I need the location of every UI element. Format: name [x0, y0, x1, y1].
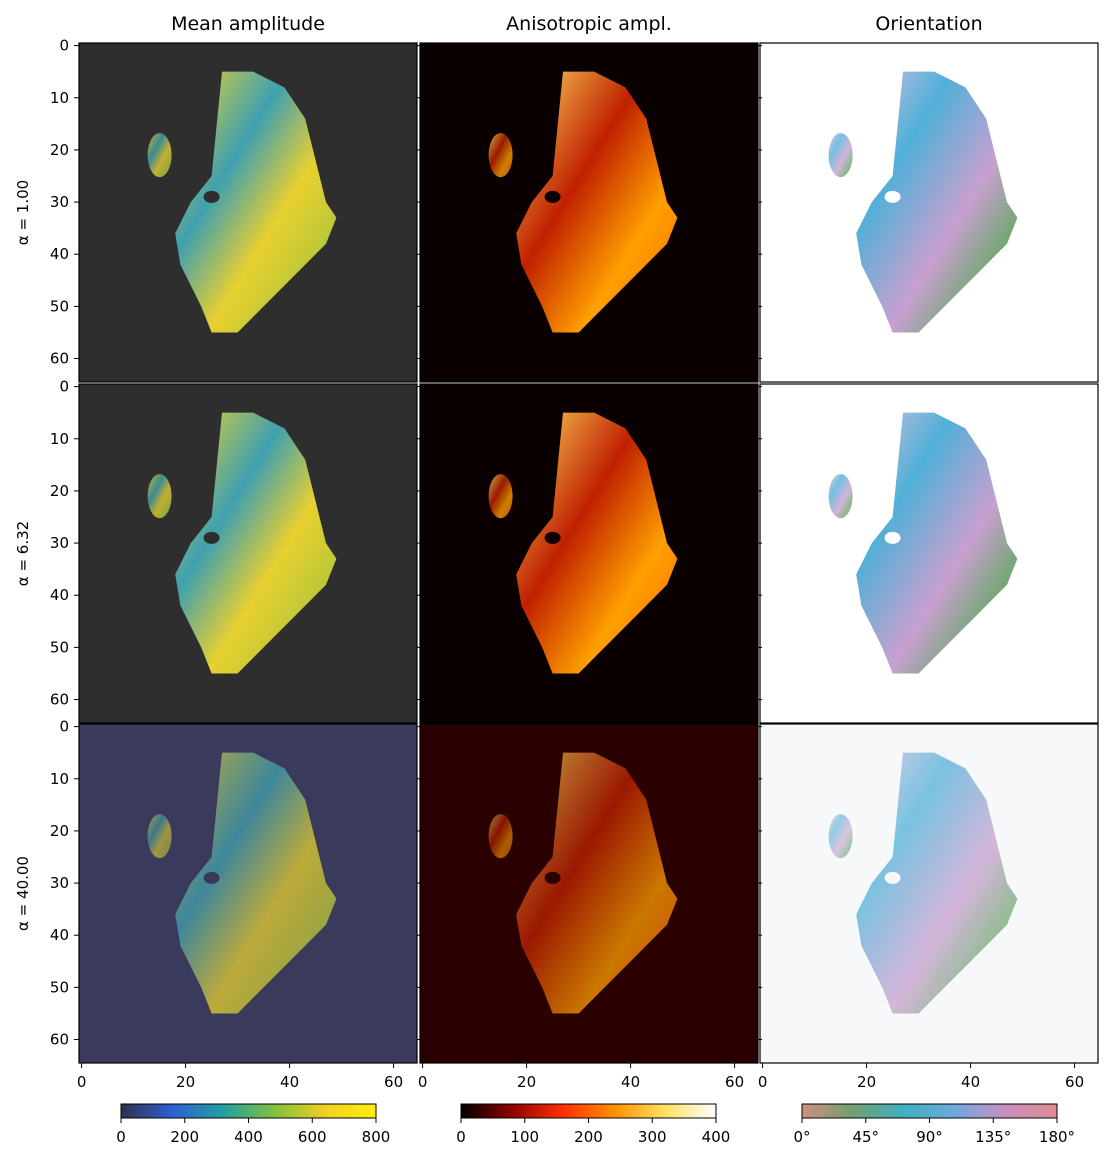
x-tick-label: 0: [77, 1073, 87, 1091]
colorbar-tick-label: 90°: [916, 1128, 943, 1146]
image-spot: [885, 532, 901, 544]
column-title: Anisotropic ampl.: [506, 13, 672, 35]
image-region: [489, 814, 513, 858]
image-spot: [204, 872, 220, 884]
image-spot: [885, 872, 901, 884]
colorbar: [461, 1104, 716, 1118]
y-tick-label: 10: [50, 89, 69, 107]
colorbar-tick-label: 45°: [852, 1128, 879, 1146]
colorbar-tick-label: 400: [234, 1128, 263, 1146]
row-label: α = 1.00: [14, 180, 32, 245]
row-label: α = 40.00: [14, 856, 32, 931]
x-tick-label: 60: [384, 1073, 403, 1091]
image-region: [148, 474, 172, 518]
colorbar-tick-label: 0: [116, 1128, 126, 1146]
x-tick-label: 20: [517, 1073, 536, 1091]
colorbar-tick-label: 400: [702, 1128, 731, 1146]
colorbar-tick-label: 200: [170, 1128, 199, 1146]
y-tick-label: 10: [50, 770, 69, 788]
y-tick-label: 20: [50, 141, 69, 159]
x-tick-label: 40: [280, 1073, 299, 1091]
y-tick-label: 20: [50, 482, 69, 500]
colorbar-tick-label: 0°: [793, 1128, 810, 1146]
y-tick-label: 50: [50, 297, 69, 315]
image-spot: [204, 532, 220, 544]
y-tick-label: 0: [59, 37, 69, 55]
row-label: α = 6.32: [14, 521, 32, 586]
x-tick-label: 20: [176, 1073, 195, 1091]
image-spot: [545, 191, 561, 203]
x-tick-label: 40: [621, 1073, 640, 1091]
image-region: [489, 474, 513, 518]
x-tick-label: 0: [418, 1073, 428, 1091]
image-region: [829, 474, 853, 518]
image-spot: [204, 191, 220, 203]
y-tick-label: 20: [50, 822, 69, 840]
colorbar: [121, 1104, 376, 1118]
image-spot: [545, 872, 561, 884]
x-tick-label: 0: [758, 1073, 768, 1091]
colorbar-tick-label: 180°: [1039, 1128, 1075, 1146]
colorbar-tick-label: 100: [510, 1128, 539, 1146]
image-region: [829, 133, 853, 177]
colorbar-tick-label: 0: [456, 1128, 466, 1146]
y-tick-label: 40: [50, 586, 69, 604]
colorbar-tick-label: 135°: [975, 1128, 1011, 1146]
y-tick-label: 10: [50, 430, 69, 448]
x-tick-label: 40: [961, 1073, 980, 1091]
y-tick-label: 50: [50, 638, 69, 656]
colorbar-tick-label: 200: [574, 1128, 603, 1146]
colorbar-tick-label: 800: [362, 1128, 391, 1146]
image-region: [148, 133, 172, 177]
y-tick-label: 30: [50, 534, 69, 552]
y-tick-label: 60: [50, 691, 69, 709]
x-tick-label: 60: [725, 1073, 744, 1091]
colorbar-tick-label: 600: [298, 1128, 327, 1146]
image-region: [148, 814, 172, 858]
column-title: Mean amplitude: [171, 13, 325, 35]
y-tick-label: 40: [50, 926, 69, 944]
y-tick-label: 60: [50, 1031, 69, 1049]
x-tick-label: 20: [857, 1073, 876, 1091]
colorbar: [802, 1104, 1057, 1118]
column-title: Orientation: [875, 13, 982, 35]
image-spot: [545, 532, 561, 544]
image-region: [829, 814, 853, 858]
y-tick-label: 40: [50, 245, 69, 263]
y-tick-label: 0: [59, 718, 69, 736]
image-region: [489, 133, 513, 177]
y-tick-label: 60: [50, 350, 69, 368]
y-tick-label: 0: [59, 378, 69, 396]
y-tick-label: 50: [50, 978, 69, 996]
image-spot: [885, 191, 901, 203]
colorbar-tick-label: 300: [638, 1128, 667, 1146]
y-tick-label: 30: [50, 193, 69, 211]
y-tick-label: 30: [50, 874, 69, 892]
x-tick-label: 60: [1065, 1073, 1084, 1091]
